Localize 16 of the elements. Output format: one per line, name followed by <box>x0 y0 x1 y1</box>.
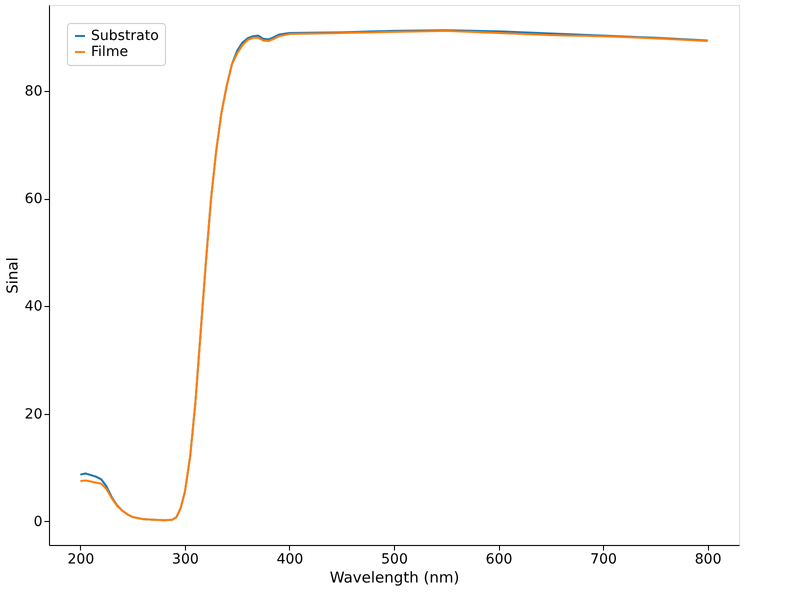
x-tick-label: 500 <box>381 552 408 568</box>
y-tick-label: 60 <box>24 191 42 208</box>
x-tick-label: 300 <box>172 552 199 568</box>
y-axis-title: Sinal <box>4 257 22 294</box>
legend-label: Filme <box>91 44 128 60</box>
x-tick-label: 700 <box>590 552 617 568</box>
y-tick-label: 80 <box>24 84 42 100</box>
y-tick-label: 0 <box>34 514 42 530</box>
x-tick-label: 800 <box>694 552 722 568</box>
y-tick-label: 20 <box>24 406 42 422</box>
x-tick-label: 600 <box>486 552 512 568</box>
y-tick-label: 40 <box>24 298 42 315</box>
legend-label: Substrato <box>91 28 159 44</box>
x-tick-label: 400 <box>276 552 304 568</box>
x-axis-title: Wavelength (nm) <box>330 568 460 586</box>
x-tick-label: 200 <box>67 552 94 568</box>
